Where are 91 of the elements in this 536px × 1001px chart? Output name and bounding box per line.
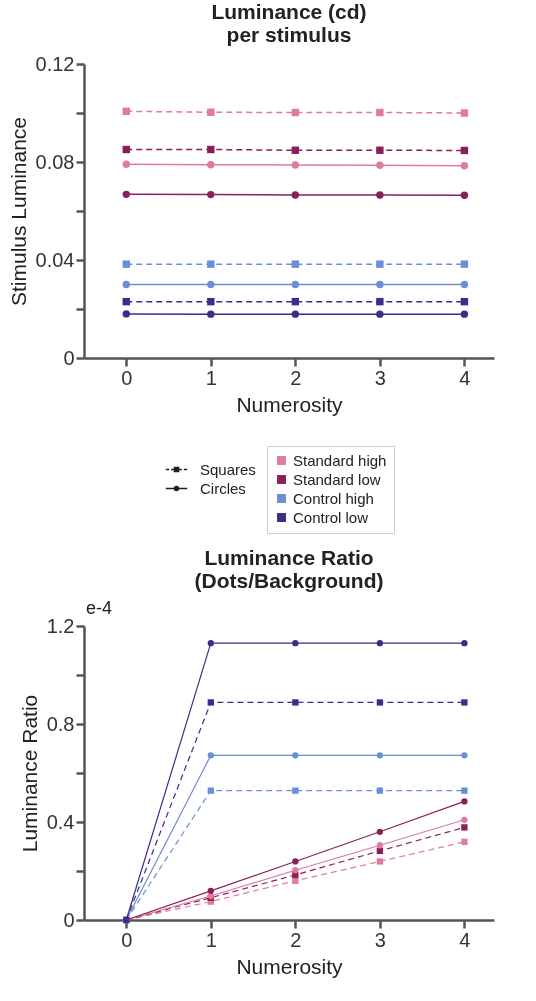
- point: [292, 639, 299, 647]
- legend-label: Control low: [293, 508, 369, 526]
- point: [461, 699, 468, 706]
- point: [122, 190, 130, 199]
- x-tick-label: 0: [121, 928, 133, 951]
- point: [461, 838, 468, 846]
- y-axis-title: Stimulus Luminance: [6, 116, 30, 307]
- text: Circles: [200, 479, 246, 497]
- point: [207, 310, 215, 318]
- point: [376, 787, 384, 794]
- point: [460, 260, 469, 268]
- point: [461, 816, 468, 823]
- point: [461, 752, 468, 759]
- point: [291, 310, 300, 318]
- x-axis-title: Numerosity: [236, 392, 344, 416]
- y-tick-label: 0.8: [46, 712, 75, 735]
- point: [292, 752, 299, 759]
- point: [207, 160, 215, 169]
- point: [291, 161, 300, 169]
- point: [292, 867, 299, 874]
- point: [292, 877, 299, 884]
- chart-title: Luminance (cd) per stimulus: [211, 0, 367, 46]
- point: [207, 145, 215, 154]
- x-tick-label: 2: [290, 366, 302, 389]
- x-tick-label: 0: [121, 366, 133, 389]
- point: [376, 752, 384, 759]
- point: [291, 191, 300, 199]
- point: [122, 160, 130, 168]
- point: [460, 109, 469, 117]
- x-axis-title: Numerosity: [236, 954, 344, 978]
- point: [207, 639, 214, 647]
- point: [207, 297, 215, 306]
- x-tick-label: 1: [205, 928, 217, 951]
- point: [460, 280, 469, 289]
- point: [207, 280, 215, 289]
- point: [376, 847, 384, 855]
- point: [461, 639, 468, 647]
- x-tick-label: 3: [374, 928, 386, 951]
- point: [376, 639, 384, 647]
- chart-title: Luminance Ratio (Dots/Background): [194, 546, 384, 592]
- point: [376, 828, 384, 835]
- y-tick-label: 0.12: [35, 52, 75, 75]
- text: e-4: [86, 598, 113, 618]
- point: [376, 297, 384, 306]
- point: [291, 280, 300, 289]
- point: [461, 824, 468, 831]
- point: [122, 260, 130, 268]
- point: [376, 280, 384, 289]
- point: [376, 699, 384, 706]
- point: [376, 858, 384, 865]
- point: [207, 190, 215, 199]
- point: [122, 310, 130, 318]
- point: [460, 310, 469, 318]
- y-tick-label: 0.4: [46, 810, 75, 833]
- point: [461, 787, 468, 794]
- y-tick-label: 0.08: [35, 150, 75, 173]
- x-tick-label: 1: [205, 366, 217, 389]
- point: [376, 310, 384, 318]
- y-tick-label: 0: [63, 908, 75, 931]
- point: [376, 108, 384, 117]
- point: [376, 146, 384, 154]
- point: [376, 191, 384, 199]
- x-tick-label: 4: [459, 928, 471, 951]
- point: [292, 787, 299, 794]
- point: [376, 161, 384, 169]
- point: [122, 280, 130, 289]
- point: [207, 108, 215, 116]
- text: Squares: [200, 460, 256, 478]
- y-tick-label: 0.04: [35, 248, 75, 271]
- point: [376, 842, 384, 849]
- y-tick-label: 0: [63, 346, 75, 369]
- point: [461, 798, 468, 805]
- legend-label: Standard high: [293, 451, 387, 469]
- x-tick-label: 3: [374, 366, 386, 389]
- point: [376, 260, 384, 268]
- point: [207, 699, 214, 706]
- x-tick-label: 4: [459, 366, 471, 389]
- point: [207, 887, 214, 894]
- point: [292, 858, 299, 865]
- x-tick-label: 2: [290, 928, 302, 951]
- point: [292, 699, 299, 706]
- y-axis-title: Luminance Ratio: [17, 694, 41, 853]
- point: [207, 752, 214, 759]
- point: [207, 260, 215, 268]
- point: [460, 191, 469, 200]
- point: [291, 260, 300, 268]
- point: [460, 161, 469, 170]
- point: [207, 787, 214, 794]
- legend-label: Standard low: [293, 470, 381, 488]
- legend-label: Control high: [293, 489, 374, 507]
- y-tick-label: 1.2: [46, 614, 75, 637]
